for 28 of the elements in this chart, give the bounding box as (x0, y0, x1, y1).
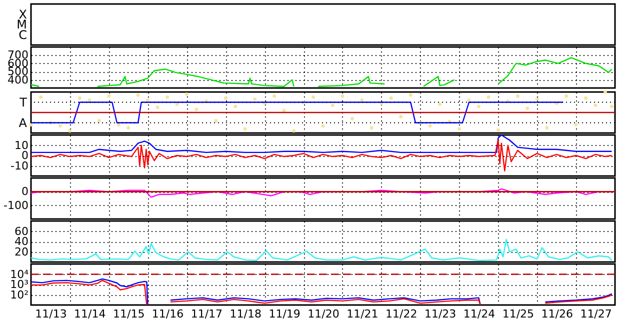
x-tick-label: 11/23 (424, 308, 456, 320)
y-tick-label: 0 (22, 149, 28, 162)
text: A (18, 116, 28, 130)
x-tick-label: 11/21 (346, 308, 378, 320)
x-tick-label: 11/24 (463, 308, 496, 320)
x-tick-label: 11/15 (112, 308, 145, 320)
y-tick-label: 0 (22, 185, 28, 198)
y-tick-label: 40 (14, 235, 28, 248)
y-tick-label: 10³ (10, 278, 28, 291)
x-tick-label: 11/20 (308, 308, 340, 320)
y-tick-label: 10 (14, 138, 28, 152)
x-tick-label: 11/26 (541, 308, 573, 320)
x-tick-label: 11/14 (74, 308, 106, 320)
x-tick-label: 11/18 (230, 308, 262, 320)
x-tick-label: 11/25 (502, 308, 534, 320)
y-tick-label: 10⁴ (10, 268, 30, 281)
x-tick-label: 11/27 (580, 308, 612, 320)
y-tick-label: -100 (4, 198, 28, 212)
y-tick-label: 10² (10, 288, 28, 302)
y-tick-label: 20 (14, 245, 28, 258)
x-tick-label: 11/19 (268, 308, 300, 320)
x-tick-label: 11/16 (152, 308, 184, 320)
y-tick-label: 60 (14, 224, 28, 238)
x-tick-label: 11/22 (386, 308, 418, 320)
x-tick-label: 11/17 (190, 308, 223, 320)
x-tick-label: 11/13 (35, 308, 67, 320)
text: T (18, 95, 28, 110)
y-tick-label: -10 (10, 159, 28, 172)
